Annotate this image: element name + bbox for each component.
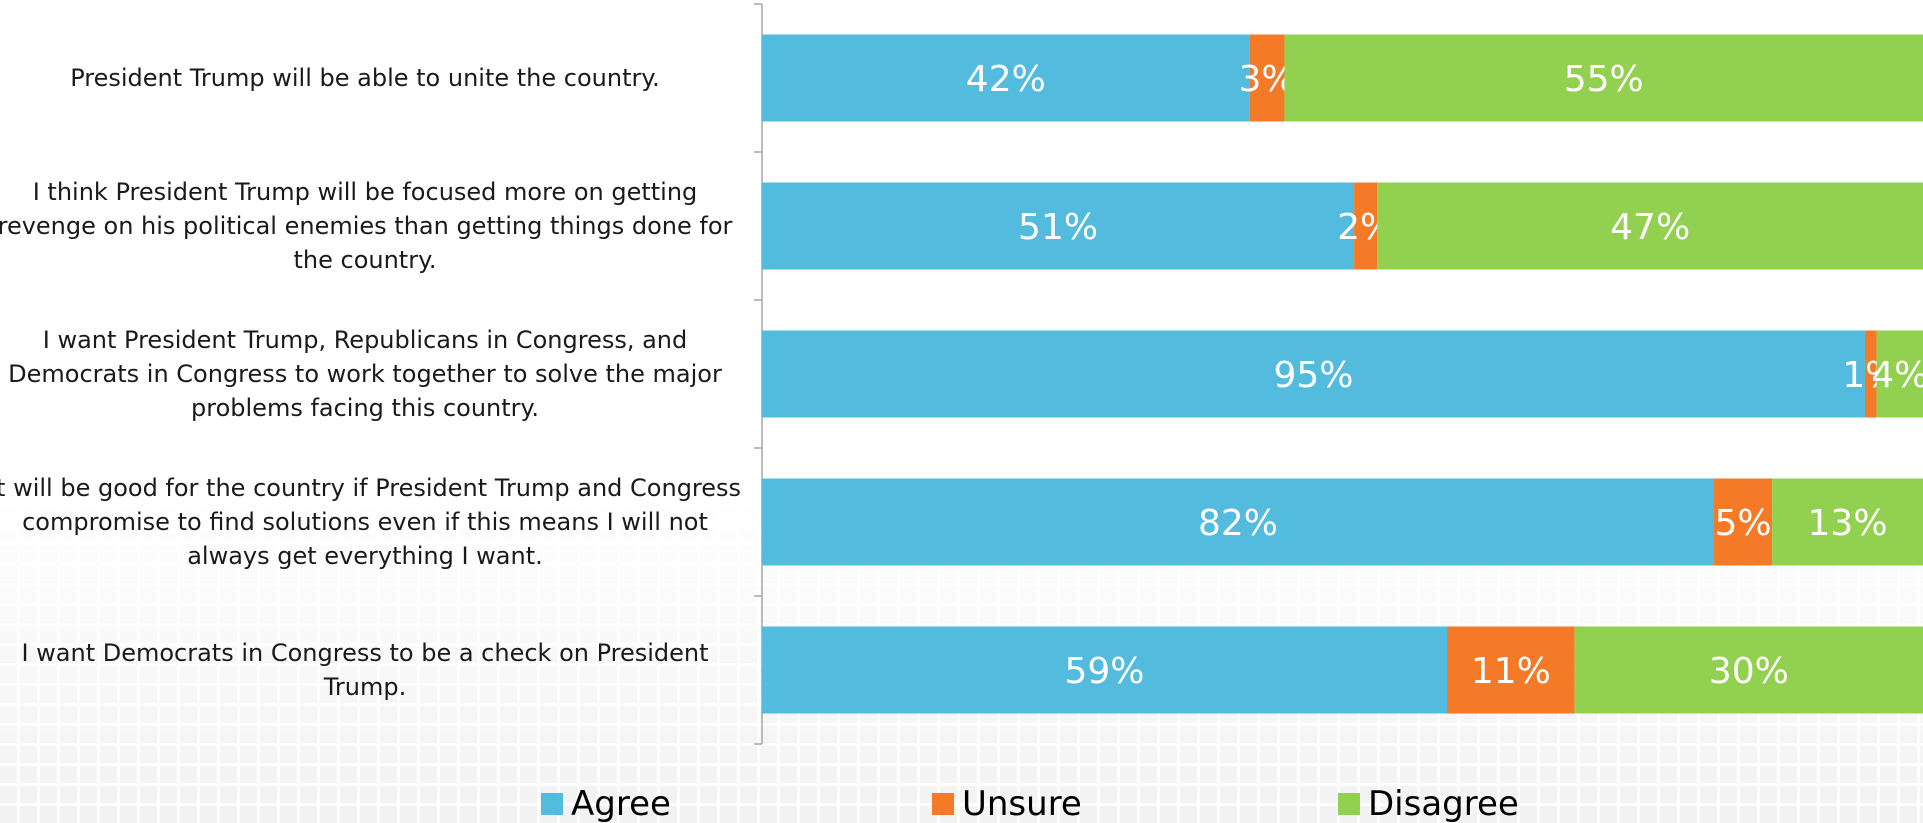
bar-segment-unsure — [1446, 626, 1575, 714]
bar-segment-agree — [762, 330, 1865, 418]
bar-segment-unsure — [1354, 182, 1378, 270]
legend-label-agree: Agree — [571, 784, 671, 823]
data-label-disagree: 13% — [1808, 503, 1888, 544]
bar-series-group: 42% 3% 55%51% 2% 47%95% 1%4%82% 5% 13%59% 11% 30% — [762, 34, 1923, 714]
category-label-line: I think President Trump will be focused … — [33, 178, 698, 206]
data-label-disagree: 30% — [1709, 651, 1789, 692]
bar-segment-disagree — [1772, 478, 1923, 566]
category-label-line: I want President Trump, Republicans in C… — [43, 326, 688, 354]
category-label-line: Trump. — [323, 673, 406, 701]
data-label-agree: 42% — [966, 59, 1046, 100]
category-labels: President Trump will be able to unite th… — [0, 64, 741, 701]
data-label-unsure: 11% — [1471, 651, 1551, 692]
bar-segment-disagree — [1574, 626, 1923, 714]
legend-label-unsure: Unsure — [962, 784, 1082, 823]
legend-swatch-agree — [541, 793, 563, 815]
data-label-disagree: 55% — [1564, 59, 1644, 100]
category-label-line: revenge on his political enemies than ge… — [0, 212, 733, 240]
data-label-agree: 51% — [1018, 207, 1098, 248]
category-label: It will be good for the country if Presi… — [0, 474, 741, 570]
category-label: I think President Trump will be focused … — [0, 178, 733, 274]
category-label-line: President Trump will be able to unite th… — [70, 64, 660, 92]
bar-segment-disagree — [1377, 182, 1923, 270]
bar-segment-unsure — [1714, 478, 1773, 566]
bar-segment-agree — [762, 478, 1715, 566]
bar-segment-unsure — [1249, 34, 1285, 122]
bar-segment-unsure — [1864, 330, 1877, 418]
category-label-line: compromise to find solutions even if thi… — [22, 508, 708, 536]
legend-swatch-unsure — [932, 793, 954, 815]
bar-segment-agree — [762, 34, 1250, 122]
category-label-line: It will be good for the country if Presi… — [0, 474, 741, 502]
legend: Agree Unsure Disagree — [541, 784, 1519, 823]
y-axis-ticks — [754, 3, 762, 745]
category-label: I want Democrats in Congress to be a che… — [21, 639, 708, 701]
legend-label-disagree: Disagree — [1368, 784, 1519, 823]
data-label-unsure: 5% — [1714, 503, 1771, 544]
category-label: I want President Trump, Republicans in C… — [8, 326, 722, 422]
category-label-line: problems facing this country. — [191, 394, 539, 422]
category-label-line: the country. — [293, 246, 436, 274]
bar-segment-agree — [762, 626, 1447, 714]
legend-swatch-disagree — [1338, 793, 1360, 815]
data-label-agree: 59% — [1064, 651, 1144, 692]
data-label-disagree: 4% — [1871, 355, 1923, 396]
data-label-disagree: 47% — [1610, 207, 1690, 248]
category-label-line: always get everything I want. — [187, 542, 543, 570]
data-label-agree: 82% — [1198, 503, 1278, 544]
category-label-line: I want Democrats in Congress to be a che… — [21, 639, 708, 667]
bar-segment-disagree — [1284, 34, 1923, 122]
data-label-agree: 95% — [1273, 355, 1353, 396]
category-label-line: Democrats in Congress to work together t… — [8, 360, 722, 388]
bar-segment-agree — [762, 182, 1355, 270]
bar-segment-disagree — [1876, 330, 1923, 418]
category-label: President Trump will be able to unite th… — [70, 64, 660, 92]
